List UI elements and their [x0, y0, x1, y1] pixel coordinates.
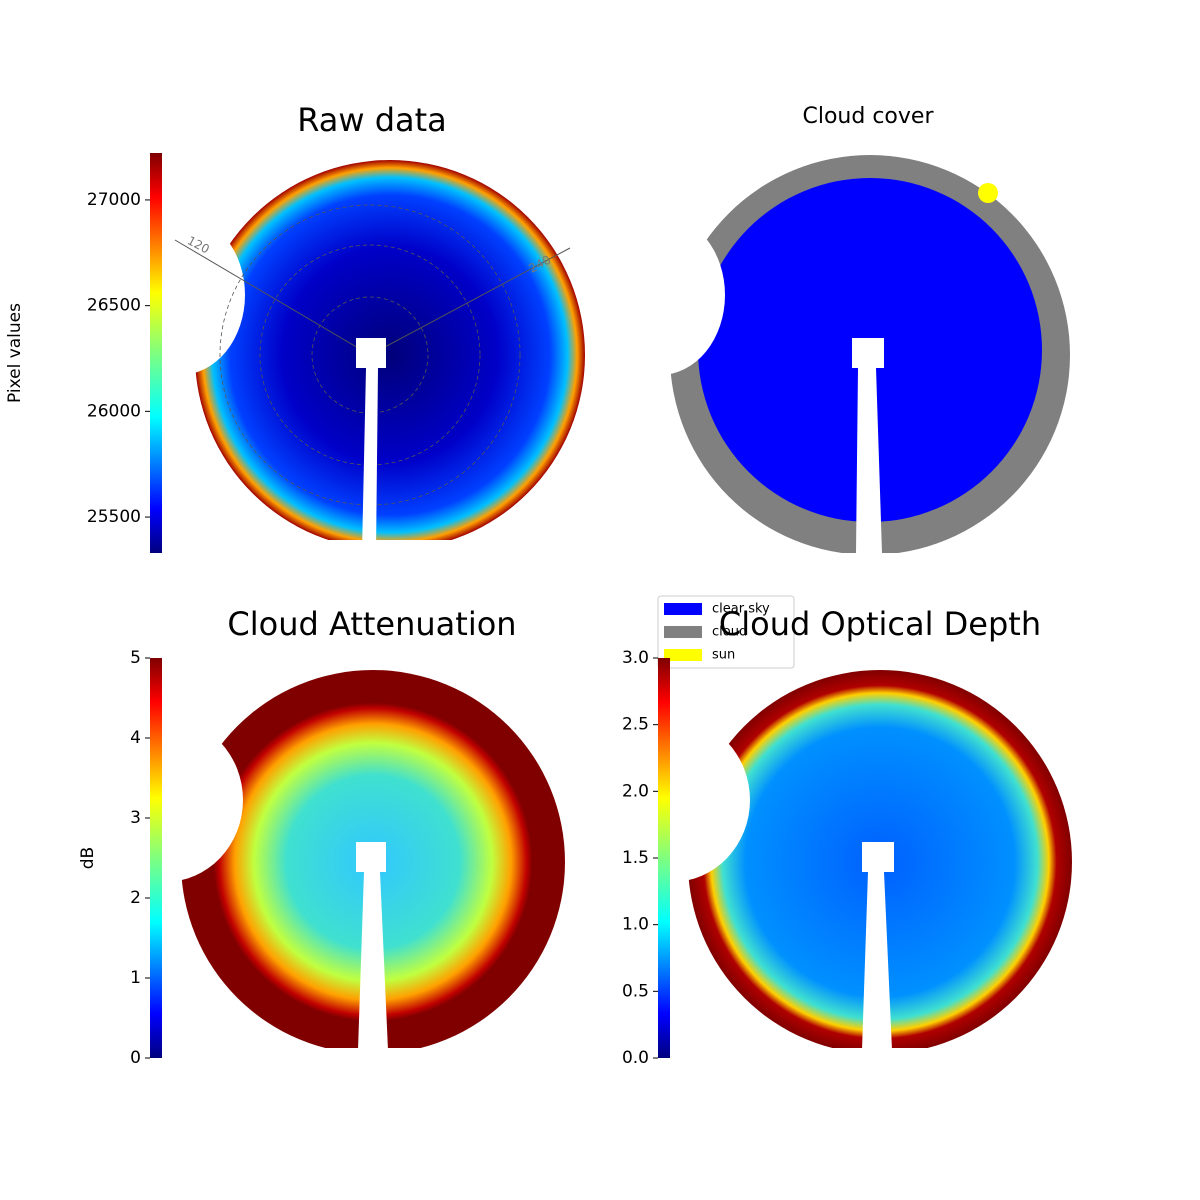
colorbar-tick-label: 1.0: [622, 915, 649, 935]
colorbar-tick-label: 2: [130, 888, 141, 908]
colorbar-tick-label: 0.0: [622, 1048, 649, 1068]
colorbar-tick-label: 27000: [87, 190, 141, 210]
colorbar-label: dB: [78, 847, 98, 869]
colorbar-tick-label: 26500: [87, 296, 141, 316]
colorbar-tick-label: 4: [130, 728, 141, 748]
legend-label: sun: [712, 648, 735, 663]
colorbar-tick-label: 0.5: [622, 981, 649, 1001]
legend-label: clear sky: [712, 602, 770, 617]
colorbar-tick-label: 3.0: [622, 648, 649, 668]
panel-title: Cloud Attenuation: [227, 605, 516, 643]
legend-swatch: [664, 649, 702, 661]
colorbar-tick-label: 3: [130, 808, 141, 828]
colorbar: [150, 658, 162, 1058]
panel-title: Cloud cover: [803, 104, 935, 129]
panel-title: Cloud Optical Depth: [719, 605, 1041, 643]
legend-label: cloud: [712, 625, 747, 640]
colorbar: [658, 658, 670, 1058]
colorbar-tick-label: 2.5: [622, 715, 649, 735]
colorbar-tick-label: 2.0: [622, 781, 649, 801]
colorbar-tick-label: 25500: [87, 507, 141, 527]
colorbar-tick-label: 1: [130, 968, 141, 988]
colorbar-label: Pixel values: [5, 303, 25, 403]
colorbar-tick-label: 0: [130, 1048, 141, 1068]
sky-image: [594, 670, 1100, 1088]
colorbar-tick-label: 5: [130, 648, 141, 668]
colorbar-tick-label: 1.5: [622, 848, 649, 868]
panel-title: Raw data: [297, 101, 447, 139]
sky-image: [115, 160, 600, 580]
sky-image: [87, 670, 590, 1088]
sky-image: [595, 155, 1100, 593]
colorbar-tick-label: 26000: [87, 401, 141, 421]
legend-swatch: [664, 603, 702, 615]
colorbar: [150, 153, 162, 553]
legend-swatch: [664, 626, 702, 638]
